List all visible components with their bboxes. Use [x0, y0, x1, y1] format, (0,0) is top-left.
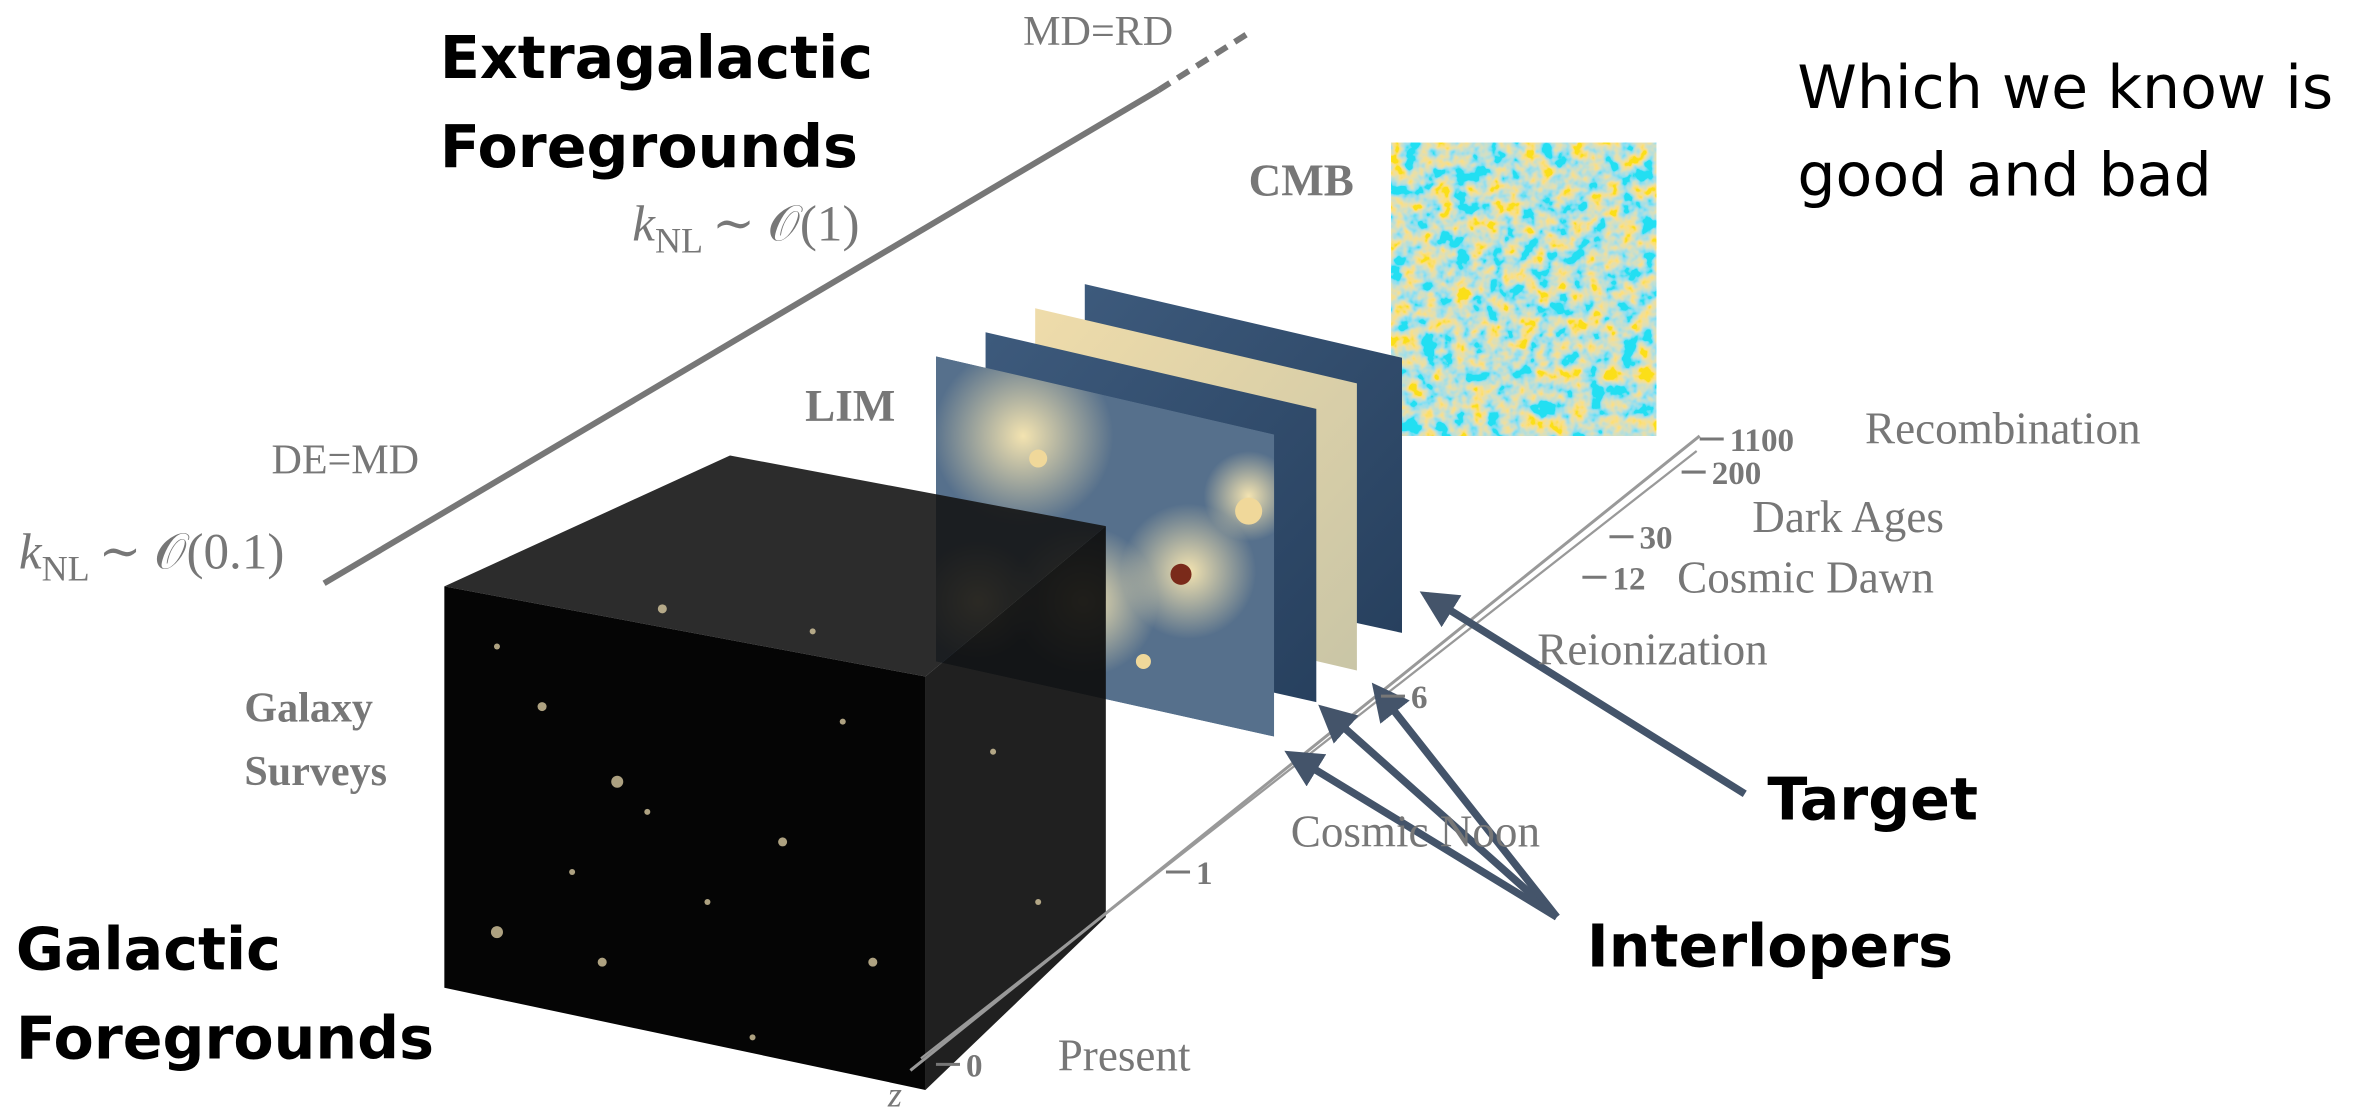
- knl-sub: NL: [655, 221, 703, 261]
- galaxy-surveys-label: Surveys: [244, 748, 387, 795]
- target-label: Target: [1767, 765, 1978, 833]
- galaxy-surveys-label: Galaxy: [244, 685, 373, 732]
- cmb-map: [1391, 143, 1656, 436]
- galactic-label: Foregrounds: [16, 1004, 434, 1072]
- interlopers-label: Interlopers: [1587, 913, 1953, 981]
- axis-tick-label: 6: [1411, 680, 1428, 716]
- galactic-label: Galactic: [16, 916, 281, 984]
- extragalactic-label: Extragalactic: [440, 24, 873, 92]
- lim-label: LIM: [805, 381, 895, 431]
- axis-tick-label: 1100: [1730, 423, 1794, 459]
- epoch-label: Reionization: [1537, 624, 1767, 674]
- knl-k: k: [19, 523, 43, 580]
- epoch-label: Present: [1058, 1030, 1191, 1080]
- axis-tick-label: 1: [1196, 856, 1213, 892]
- knl-sub: NL: [42, 548, 90, 588]
- knl-label: kNL∼ 𝒪(0.1): [19, 523, 285, 588]
- md-rd-label: MD=RD: [1023, 8, 1173, 55]
- knl-k: k: [632, 196, 656, 253]
- knl-rest: ∼ 𝒪(0.1): [99, 523, 285, 580]
- heading-line: Which we know is: [1797, 53, 2333, 123]
- epoch-label: Recombination: [1865, 403, 2141, 453]
- extragalactic-label: Foregrounds: [440, 113, 858, 181]
- axis-tick-label: 12: [1612, 561, 1645, 597]
- diagram: MD=RD Extragalactic Foregrounds kNL∼ 𝒪(1…: [0, 0, 2359, 1111]
- axis-label: z: [887, 1074, 902, 1111]
- epoch-label: Cosmic Dawn: [1677, 552, 1934, 602]
- epoch-label: Dark Ages: [1752, 492, 1944, 542]
- axis-tick-label: 200: [1712, 456, 1762, 492]
- epoch-label: Cosmic Noon: [1291, 806, 1540, 856]
- axis-tick-label: 30: [1640, 521, 1673, 557]
- knl-rest: ∼ 𝒪(1): [712, 196, 859, 253]
- axis-tick-label: 0: [966, 1048, 983, 1084]
- knl-label: kNL∼ 𝒪(1): [632, 196, 859, 261]
- de-md-label: DE=MD: [271, 437, 419, 484]
- heading-line: good and bad: [1797, 140, 2211, 210]
- cmb-label: CMB: [1249, 155, 1354, 205]
